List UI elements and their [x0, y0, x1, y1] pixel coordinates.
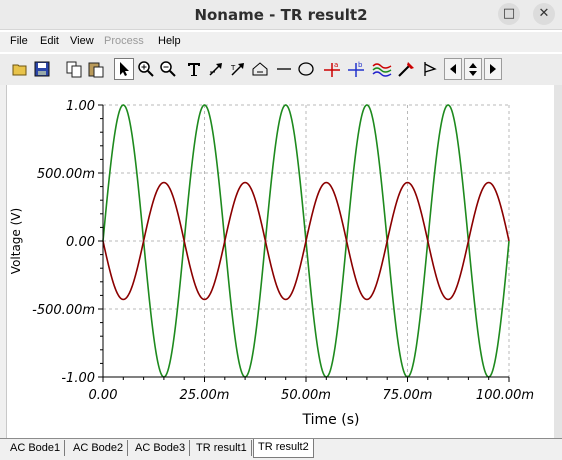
- svg-text:T: T: [230, 64, 236, 72]
- tab-ac-bode1[interactable]: AC Bode1: [6, 440, 66, 456]
- save-icon: [34, 61, 50, 77]
- svg-text:a: a: [334, 61, 338, 69]
- waveform-button[interactable]: [372, 58, 392, 80]
- series-group: [102, 104, 510, 378]
- menu-edit[interactable]: Edit: [40, 35, 59, 47]
- menu-bar: File Edit View Process Help: [0, 32, 562, 52]
- x-axis-label: Time (s): [302, 412, 360, 428]
- x-tick-label: 25.00m: [180, 388, 230, 403]
- menu-help[interactable]: Help: [158, 35, 181, 47]
- menu-file[interactable]: File: [10, 35, 28, 47]
- x-tick-label: 50.00m: [281, 388, 331, 403]
- flag-icon: [424, 62, 437, 76]
- next-icon: [490, 64, 496, 74]
- ellipse-icon: [298, 62, 314, 76]
- series-line-2: [102, 181, 510, 301]
- zoom-out-icon: [160, 61, 176, 77]
- arrow-tool-icon: [209, 63, 222, 76]
- waveform-icon: [372, 63, 392, 77]
- y-tick-label: 500.00m: [37, 167, 95, 182]
- x-tick-labels: 0.00 25.00m 50.00m 75.00m 100.00m: [89, 388, 535, 403]
- zoom-in-icon: [138, 61, 154, 77]
- house-text-icon: [252, 62, 268, 76]
- paste-icon: [88, 62, 104, 78]
- text-icon: [188, 63, 200, 76]
- close-button[interactable]: ✕: [533, 3, 555, 25]
- window-title: Noname - TR result2: [194, 6, 368, 24]
- close-icon: ✕: [538, 6, 550, 21]
- house-text-button[interactable]: [250, 58, 270, 80]
- title-bar: Noname - TR result2 □ ✕: [0, 0, 562, 30]
- svg-text:b: b: [358, 61, 363, 69]
- save-button[interactable]: [32, 58, 52, 80]
- arrow-text-button[interactable]: T: [228, 58, 248, 80]
- pointer-button[interactable]: [114, 58, 134, 80]
- axes: [98, 104, 510, 382]
- menu-view[interactable]: View: [70, 35, 94, 47]
- tab-tr-result2[interactable]: TR result2: [253, 439, 314, 458]
- plot-area: 1.00 500.00m 0.00 -500.00m -1.00 0.00 25.00m 5…: [7, 85, 554, 439]
- zoom-out-button[interactable]: [158, 58, 178, 80]
- right-panel-edge: [554, 85, 562, 439]
- updown-button[interactable]: [464, 58, 482, 80]
- open-button[interactable]: [10, 58, 30, 80]
- prev-icon: [450, 64, 456, 74]
- paste-button[interactable]: [86, 58, 106, 80]
- prev-button[interactable]: [444, 58, 462, 80]
- tab-ac-bode3[interactable]: AC Bode3: [131, 440, 191, 456]
- tab-tr-result1[interactable]: TR result1: [192, 440, 252, 456]
- toolbar: T a b: [0, 53, 562, 86]
- x-tick-label: 100.00m: [476, 388, 534, 403]
- updown-icon: [469, 63, 477, 76]
- tab-ac-bode2[interactable]: AC Bode2: [69, 440, 129, 456]
- y-tick-labels: 1.00 500.00m 0.00 -500.00m -1.00: [32, 99, 95, 386]
- tab-bar: AC Bode1 AC Bode2 AC Bode3 TR result1 TR…: [0, 438, 562, 460]
- cursor-a-icon: a: [324, 61, 340, 77]
- flag-button[interactable]: [420, 58, 440, 80]
- arrow-tool-button[interactable]: [206, 58, 226, 80]
- left-panel-edge: [0, 85, 7, 439]
- x-tick-label: 0.00: [89, 388, 118, 403]
- y-tick-label: 1.00: [66, 99, 95, 114]
- line-button[interactable]: [274, 58, 294, 80]
- ellipse-button[interactable]: [296, 58, 316, 80]
- cursor-b-icon: b: [348, 61, 364, 77]
- copy-button[interactable]: [64, 58, 84, 80]
- waveform-edit-icon: [398, 62, 414, 77]
- open-icon: [12, 64, 27, 76]
- y-axis-label: Voltage (V): [9, 208, 23, 274]
- y-tick-label: -1.00: [61, 371, 95, 386]
- y-tick-label: 0.00: [66, 235, 95, 250]
- transient-chart: 1.00 500.00m 0.00 -500.00m -1.00 0.00 25.00m 5…: [9, 99, 535, 428]
- zoom-in-button[interactable]: [136, 58, 156, 80]
- y-tick-label: -500.00m: [32, 303, 95, 318]
- maximize-icon: □: [502, 6, 516, 21]
- arrow-text-icon: T: [230, 63, 244, 76]
- line-icon: [277, 68, 291, 70]
- cursor-b-button[interactable]: b: [346, 58, 366, 80]
- x-tick-label: 75.00m: [383, 388, 433, 403]
- menu-process: Process: [104, 35, 144, 47]
- maximize-button[interactable]: □: [498, 3, 520, 25]
- cursor-a-button[interactable]: a: [322, 58, 342, 80]
- copy-icon: [66, 61, 82, 78]
- text-button[interactable]: [184, 58, 204, 80]
- next-button[interactable]: [484, 58, 502, 80]
- waveform-edit-button[interactable]: [396, 58, 416, 80]
- pointer-icon: [120, 62, 129, 76]
